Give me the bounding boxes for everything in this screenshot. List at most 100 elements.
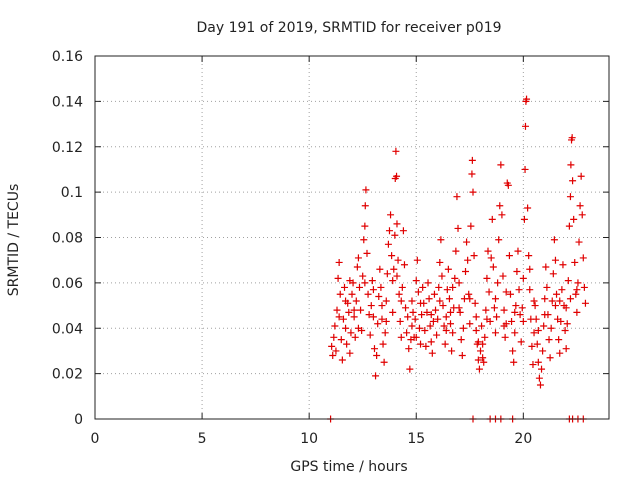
x-tick-label: 5 — [198, 431, 207, 447]
data-point — [427, 338, 435, 346]
data-point — [430, 290, 438, 298]
data-point — [375, 292, 383, 300]
data-point — [506, 290, 514, 298]
data-point — [509, 347, 517, 355]
data-point — [363, 249, 371, 257]
data-point — [449, 329, 457, 337]
data-point — [487, 254, 495, 262]
data-point — [467, 222, 475, 230]
data-point — [472, 313, 480, 321]
data-point — [500, 306, 508, 314]
data-point — [417, 340, 425, 348]
data-point — [373, 351, 381, 359]
data-point — [539, 347, 547, 355]
data-point — [440, 322, 448, 330]
data-point — [535, 374, 543, 382]
data-point — [393, 172, 401, 180]
data-point — [483, 315, 491, 323]
x-axis-label: GPS time / hours — [290, 459, 407, 475]
data-point — [394, 256, 402, 264]
data-point — [364, 290, 372, 298]
data-point — [427, 311, 435, 319]
data-point — [565, 222, 573, 230]
data-point — [465, 290, 473, 298]
data-point — [576, 202, 584, 210]
data-point — [513, 268, 521, 276]
data-point — [536, 381, 544, 389]
data-point — [542, 263, 550, 271]
data-point — [558, 286, 566, 294]
data-point — [350, 313, 358, 321]
data-point — [484, 247, 492, 255]
data-point — [546, 354, 554, 362]
data-point — [346, 277, 354, 285]
y-tick-label: 0.02 — [52, 367, 83, 383]
data-point — [466, 295, 474, 303]
data-point — [443, 286, 451, 294]
data-point — [436, 258, 444, 266]
data-point — [342, 297, 350, 305]
data-point — [380, 358, 388, 366]
data-point — [485, 288, 493, 296]
data-point — [526, 286, 534, 294]
data-point — [437, 236, 445, 244]
data-points — [327, 95, 589, 423]
y-tick-labels: 0 0.02 0.04 0.06 0.08 0.1 0.12 0.14 0.16 — [52, 49, 83, 428]
data-point — [341, 283, 349, 291]
data-point — [518, 304, 526, 312]
plot-frame — [94, 55, 610, 420]
data-point — [575, 238, 583, 246]
data-point — [331, 322, 339, 330]
data-point — [525, 252, 533, 260]
data-point — [400, 261, 408, 269]
data-point — [482, 306, 490, 314]
data-point — [424, 279, 432, 287]
data-point — [479, 354, 487, 362]
data-point — [378, 302, 386, 310]
data-point — [408, 322, 416, 330]
x-tick-label: 0 — [91, 431, 100, 447]
data-point — [517, 338, 525, 346]
data-point — [353, 263, 361, 271]
data-point — [350, 306, 358, 314]
data-point — [441, 340, 449, 348]
data-point — [468, 156, 476, 164]
data-point — [534, 327, 542, 335]
data-point — [399, 227, 407, 235]
y-tick-label: 0 — [74, 412, 83, 428]
data-point — [494, 279, 502, 287]
data-point — [547, 324, 555, 332]
data-point — [493, 313, 501, 321]
data-point — [511, 308, 519, 316]
y-tick-label: 0.12 — [52, 140, 83, 156]
data-point — [472, 327, 480, 335]
data-point — [433, 331, 441, 339]
data-point — [387, 211, 395, 219]
data-point — [414, 288, 422, 296]
data-point — [389, 308, 397, 316]
y-tick-label: 0.1 — [61, 185, 83, 201]
data-point — [412, 277, 420, 285]
data-point — [453, 193, 461, 201]
data-point — [345, 308, 353, 316]
data-point — [471, 299, 479, 307]
data-point — [532, 315, 540, 323]
data-point — [556, 349, 564, 357]
data-point — [398, 283, 406, 291]
data-point — [337, 336, 345, 344]
data-point — [468, 170, 476, 178]
data-point — [455, 304, 463, 312]
data-point — [361, 222, 369, 230]
data-point — [357, 306, 365, 314]
x-tick-label: 20 — [514, 431, 532, 447]
y-axis-label: SRMTID / TECUs — [6, 184, 22, 297]
data-point — [491, 329, 499, 337]
data-point — [374, 320, 382, 328]
data-point — [504, 181, 512, 189]
data-point — [393, 272, 401, 280]
data-point — [392, 147, 400, 155]
data-point — [328, 342, 336, 350]
y-tick-label: 0.06 — [52, 276, 83, 292]
data-point — [335, 313, 343, 321]
data-point — [402, 304, 410, 312]
